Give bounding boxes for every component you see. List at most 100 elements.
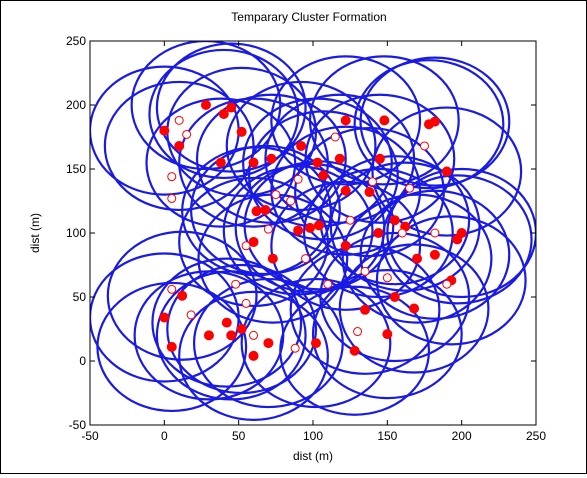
cluster-head-point [263,338,274,349]
coverage-circle [359,56,511,187]
cluster-head-point [226,330,237,341]
coverage-circle [106,230,258,361]
member-node-point [174,115,184,125]
cluster-head-point [340,240,351,251]
coverage-circle [329,161,481,292]
y-axis-label: dist (m) [28,213,42,253]
x-axis-label: dist (m) [293,449,333,463]
coverage-circles [90,41,536,421]
member-node-point [345,215,355,225]
coverage-circle [145,97,297,228]
coverage-circle [338,243,490,374]
cluster-head-point [166,341,177,352]
cluster-head-point [441,166,452,177]
x-tick-label: 50 [232,429,246,443]
cluster-head-point [251,206,262,217]
cluster-head-point [226,102,237,113]
coverage-circle [130,41,282,171]
coverage-circle [240,277,392,409]
member-node-point [182,129,192,139]
y-tick-label: 200 [66,98,86,112]
coverage-circle [178,290,329,421]
y-tick-label: 50 [73,290,87,304]
member-node-point [167,284,177,294]
coverage-circle [270,55,422,186]
cluster-head-point [177,290,188,301]
cluster-head-point [382,329,393,340]
cluster-head-point [203,330,214,341]
member-node-point [249,330,259,340]
cluster-head-point [412,253,423,264]
member-node-point [442,279,452,289]
cluster-head-point [340,185,351,196]
cluster-head-point [360,304,371,315]
coverage-circle [381,174,533,305]
member-node-point [241,241,251,251]
coverage-circle [353,59,505,190]
coverage-circle [289,244,441,375]
coverage-circle [151,257,303,388]
cluster-head-point [310,338,321,349]
cluster-head-point [159,312,170,323]
coverage-circle [166,263,318,395]
cluster-head-point [313,220,324,231]
cluster-head-point [429,249,440,260]
axes: -50 0 50 100 150 200 250 -50 0 50 100 150 200 250 [66,34,546,443]
cluster-head-point [409,303,420,314]
coverage-circle [319,231,471,363]
coverage-circle [270,125,422,256]
y-tick-label: 0 [79,354,86,368]
cluster-head-point [159,125,170,136]
member-node-point [360,266,370,276]
cluster-head-point [456,228,467,238]
cluster-head-point [389,292,400,302]
member-node-point [263,224,273,234]
cluster-head-point [267,253,278,264]
cluster-head-point [236,126,247,137]
cluster-head-point [218,108,229,119]
member-node-point [286,196,296,206]
coverage-circle [279,285,431,416]
cluster-head-point [248,157,259,168]
coverage-circle [359,189,511,320]
member-node-point [231,279,241,289]
x-tick-label: 150 [377,429,397,443]
cluster-head-point [334,153,345,164]
member-node-point [382,273,392,283]
member-node-point [241,298,251,308]
cluster-head-point [364,187,375,198]
coverage-circle [195,93,347,224]
x-tick-label: 250 [526,429,546,443]
cluster-head-point [349,345,360,356]
member-node-point [167,172,177,182]
member-node-point [301,254,311,264]
coverage-circle [225,80,377,212]
cluster-head-point [312,157,323,168]
cluster-head-point [236,324,247,334]
cluster-head-point [379,115,390,126]
cluster-head-point [429,116,440,127]
x-tick-label: 200 [452,429,472,443]
sensor-nodes [159,100,467,361]
coverage-circle [341,193,493,324]
coverage-circle [375,215,527,346]
member-node-point [397,228,407,238]
member-node-point [293,174,303,184]
cluster-head-point [260,204,271,215]
coverage-circle [308,55,460,186]
coverage-circle [319,155,471,286]
cluster-head-point [296,140,307,151]
chart-title: Temparary Cluster Formation [231,10,386,24]
member-node-point [430,228,440,238]
member-node-point [330,132,340,142]
cluster-head-point [174,140,185,151]
member-node-point [420,141,429,151]
y-tick-label: 100 [66,226,86,240]
cluster-head-point [318,170,329,181]
cluster-head-point [221,317,232,328]
coverage-circle [371,106,523,237]
member-node-point [323,279,333,289]
cluster-head-point [305,222,316,233]
